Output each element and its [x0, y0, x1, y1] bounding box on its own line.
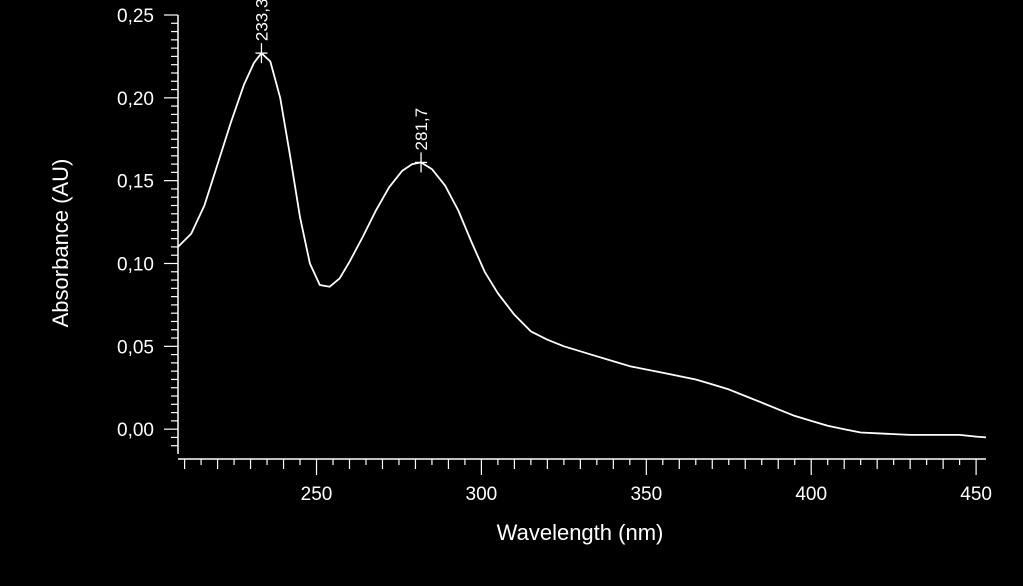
peak-label: 281,7 — [412, 108, 431, 151]
y-tick-label: 0,10 — [117, 254, 154, 275]
x-axis-title: Wavelength (nm) — [497, 520, 664, 545]
x-tick-label: 250 — [301, 484, 333, 505]
x-tick-label: 450 — [960, 484, 992, 505]
peak-annotations: 233,3 281,7 — [252, 0, 431, 173]
peak-label: 233,3 — [252, 0, 271, 41]
x-tick-label: 400 — [795, 484, 827, 505]
y-axis-title: Absorbance (AU) — [48, 159, 73, 328]
absorbance-curve — [177, 52, 987, 439]
y-tick-label: 0,20 — [117, 89, 154, 110]
x-tick-label: 300 — [466, 484, 498, 505]
y-tick-label: 0,25 — [117, 6, 154, 27]
y-tick-label: 0,15 — [117, 172, 154, 193]
y-tick-label: 0,00 — [117, 420, 154, 441]
y-tick-label: 0,05 — [117, 337, 154, 358]
x-axis: 250 300 350 400 450 — [178, 458, 992, 505]
y-axis: 0,00 0,05 0,10 0,15 0,20 0,25 — [117, 6, 179, 454]
x-tick-label: 350 — [630, 484, 662, 505]
